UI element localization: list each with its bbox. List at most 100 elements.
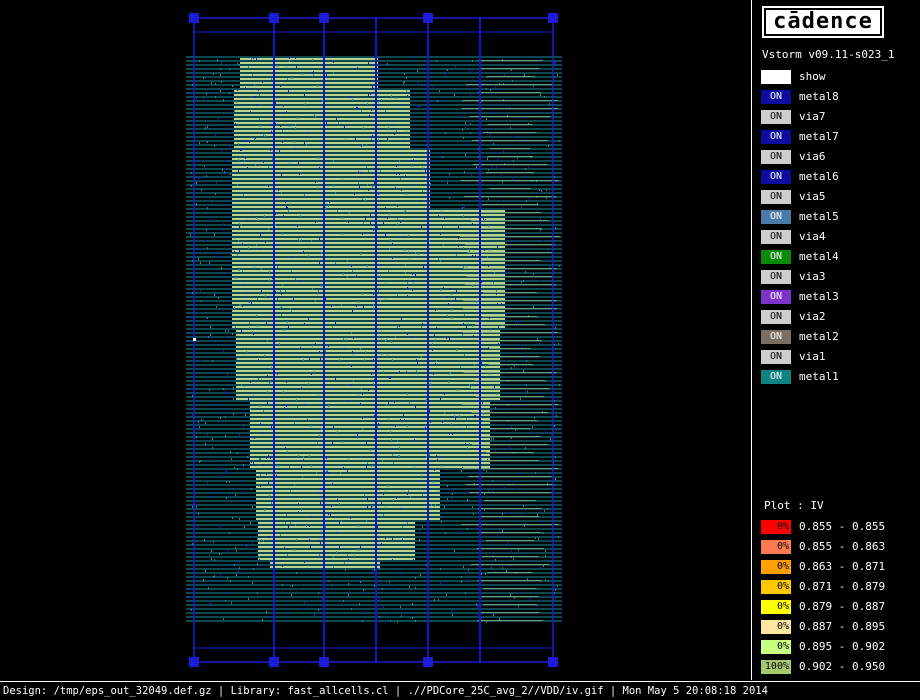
layer-swatch[interactable] — [761, 70, 791, 84]
layer-swatch[interactable]: ON — [761, 350, 791, 364]
metal-stub — [246, 292, 247, 294]
layer-swatch[interactable]: ON — [761, 190, 791, 204]
layer-toggle-metal6[interactable]: ON metal6 — [761, 170, 911, 186]
layer-toggle-via3[interactable]: ON via3 — [761, 270, 911, 286]
metal-stub — [385, 507, 386, 509]
metal-stub — [554, 344, 555, 346]
metal-stub — [198, 239, 199, 241]
metal-stub — [478, 148, 479, 150]
ir-drop-stripe — [236, 362, 500, 364]
layer-swatch[interactable]: ON — [761, 230, 791, 244]
metal-stub — [421, 129, 422, 131]
ir-drop-stripe-light — [487, 156, 533, 157]
metal-stub — [522, 346, 523, 348]
layer-swatch[interactable]: ON — [761, 330, 791, 344]
metal-stub — [294, 141, 295, 143]
metal-stub — [268, 482, 269, 484]
metal-stub — [537, 338, 538, 340]
layer-toggle-metal3[interactable]: ON metal3 — [761, 290, 911, 306]
metal-stub — [486, 88, 487, 90]
ir-drop-stripe — [234, 122, 410, 124]
metal-stub — [549, 266, 550, 268]
metal-stub — [197, 249, 198, 251]
metal-stub — [249, 322, 250, 324]
metal-stub — [234, 251, 235, 253]
metal-stub — [469, 111, 470, 113]
metal-stub — [476, 528, 477, 530]
metal-stub — [513, 558, 514, 560]
metal-stub — [358, 395, 359, 397]
layer-swatch[interactable]: ON — [761, 130, 791, 144]
metal-stub — [229, 481, 230, 483]
metal-stub — [248, 598, 249, 600]
metal-stub — [218, 372, 219, 374]
layer-toggle-via6[interactable]: ON via6 — [761, 150, 911, 166]
metal-stub — [351, 384, 352, 386]
metal-stub — [449, 373, 450, 375]
layer-swatch[interactable]: ON — [761, 250, 791, 264]
layer-toggle-via2[interactable]: ON via2 — [761, 310, 911, 326]
ir-drop-stripe-light — [489, 428, 531, 429]
layer-label: metal4 — [799, 250, 839, 263]
ir-drop-stripe-light — [468, 492, 552, 493]
layer-toggle-metal5[interactable]: ON metal5 — [761, 210, 911, 226]
layer-toggle-show[interactable]: show — [761, 70, 911, 86]
metal-stub — [242, 411, 243, 413]
layer-swatch[interactable]: ON — [761, 90, 791, 104]
layer-toggle-metal7[interactable]: ON metal7 — [761, 130, 911, 146]
layer-swatch[interactable]: ON — [761, 170, 791, 184]
layer-swatch[interactable]: ON — [761, 370, 791, 384]
metal-stub — [366, 442, 367, 444]
layer-toggle-metal1[interactable]: ON metal1 — [761, 370, 911, 386]
metal-stub — [220, 95, 221, 97]
metal-stub — [518, 473, 519, 475]
metal-stub — [325, 298, 326, 300]
layer-toggle-metal8[interactable]: ON metal8 — [761, 90, 911, 106]
layer-toggle-metal4[interactable]: ON metal4 — [761, 250, 911, 266]
layer-swatch[interactable]: ON — [761, 290, 791, 304]
metal-stub — [233, 413, 234, 415]
metal-stub — [525, 522, 526, 524]
layer-toggle-via1[interactable]: ON via1 — [761, 350, 911, 366]
metal-stub — [465, 127, 466, 129]
metal-stub — [498, 343, 499, 345]
layer-swatch[interactable]: ON — [761, 310, 791, 324]
metal-stub — [301, 387, 302, 389]
metal-stub — [358, 182, 359, 184]
metal-stub — [227, 272, 228, 274]
metal-stub — [335, 378, 336, 380]
metal-stub — [253, 568, 254, 570]
layout-canvas[interactable] — [0, 0, 750, 680]
metal-stub — [506, 565, 507, 567]
metal-stub — [227, 577, 228, 579]
layer-toggle-via7[interactable]: ON via7 — [761, 110, 911, 126]
layer-swatch[interactable]: ON — [761, 110, 791, 124]
metal-stub — [216, 306, 217, 308]
metal-stub — [251, 302, 252, 304]
metal-stub — [248, 247, 249, 249]
metal-stub — [501, 303, 502, 305]
layer-toggle-via4[interactable]: ON via4 — [761, 230, 911, 246]
legend-range: 0.895 - 0.902 — [799, 640, 886, 653]
ir-drop-stripe-light — [474, 380, 546, 381]
metal-stub — [265, 135, 266, 137]
metal-stub — [261, 539, 262, 541]
layer-swatch[interactable]: ON — [761, 270, 791, 284]
layer-swatch[interactable]: ON — [761, 150, 791, 164]
metal-stub — [554, 587, 555, 589]
layer-toggle-metal2[interactable]: ON metal2 — [761, 330, 911, 346]
metal-stub — [383, 222, 384, 224]
power-grid-plot[interactable] — [0, 0, 750, 680]
metal-stub — [536, 605, 537, 607]
metal-stub — [313, 71, 314, 73]
ir-drop-stripe — [256, 494, 440, 496]
ir-drop-stripe — [240, 62, 378, 64]
layer-swatch[interactable]: ON — [761, 210, 791, 224]
metal-stub — [320, 542, 321, 544]
metal-stub — [297, 117, 298, 119]
layer-toggle-via5[interactable]: ON via5 — [761, 190, 911, 206]
metal-stub — [372, 86, 373, 88]
metal-stub — [386, 585, 387, 587]
metal-stub — [555, 589, 556, 591]
metal-stub — [430, 383, 431, 385]
